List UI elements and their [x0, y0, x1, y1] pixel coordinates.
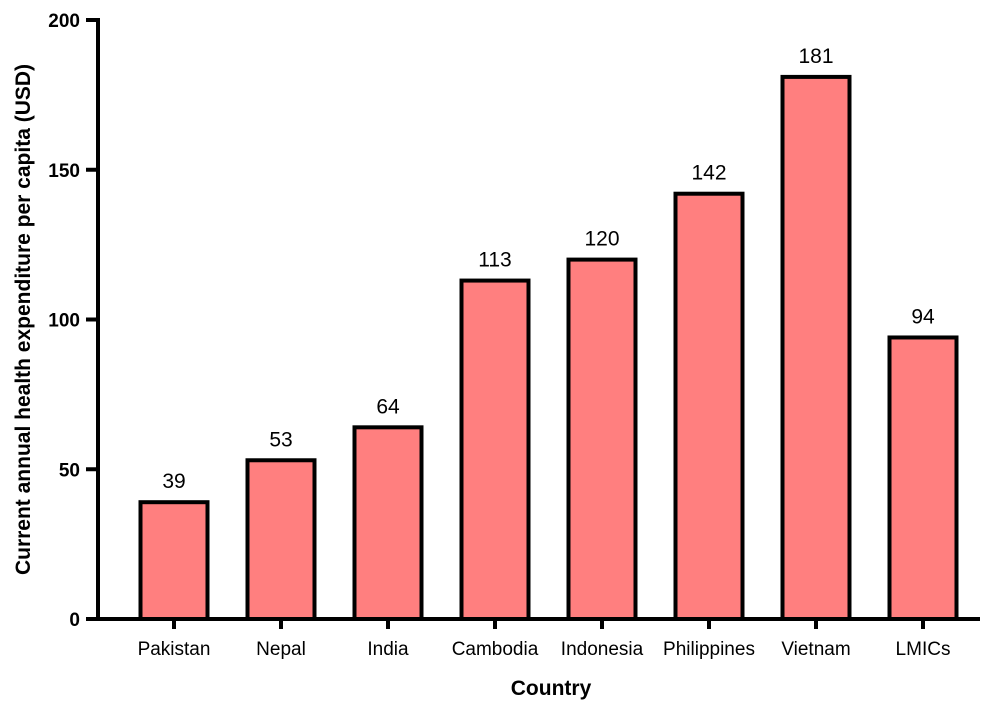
data-label-pakistan: 39: [162, 470, 185, 493]
data-label-cambodia: 113: [478, 249, 511, 272]
bar-lmics: [887, 335, 959, 621]
bar-nepal: [245, 458, 317, 622]
x-tick-label-pakistan: Pakistan: [138, 639, 211, 660]
x-axis-ticks: Pakistan Nepal India Cambodia Indonesia Phili…: [138, 619, 951, 660]
data-label-india: 64: [376, 395, 400, 418]
bar-indonesia: [566, 257, 638, 621]
x-tick-label-indonesia: Indonesia: [561, 639, 644, 660]
data-label-nepal: 53: [269, 428, 292, 451]
x-tick-label-philippines: Philippines: [663, 639, 755, 660]
y-tick-label: 200: [48, 11, 80, 32]
y-axis-ticks: 0 50 100 150 200: [48, 11, 98, 631]
x-tick-label-vietnam: Vietnam: [781, 639, 850, 660]
bars: [138, 74, 959, 622]
x-tick-label-nepal: Nepal: [256, 639, 306, 660]
data-label-indonesia: 120: [584, 228, 619, 251]
y-tick-label: 100: [48, 311, 80, 332]
bar-vietnam: [780, 74, 852, 621]
y-tick-label: 50: [59, 460, 80, 481]
x-axis-title: Country: [511, 677, 592, 700]
bar-india: [352, 425, 424, 621]
y-tick-label: 150: [48, 161, 80, 182]
data-label-philippines: 142: [691, 162, 726, 185]
data-label-lmics: 94: [911, 305, 935, 328]
data-label-vietnam: 181: [798, 45, 833, 68]
y-tick-label: 0: [69, 610, 80, 631]
x-tick-label-cambodia: Cambodia: [452, 639, 539, 660]
bar-cambodia: [459, 278, 531, 621]
bar-pakistan: [138, 500, 210, 622]
y-axis-title: Current annual health expenditure per ca…: [12, 64, 35, 575]
data-labels: 39 53 64 113 120 142 181 94: [162, 45, 935, 493]
x-tick-label-india: India: [367, 639, 409, 660]
x-tick-label-lmics: LMICs: [896, 639, 951, 660]
bar-philippines: [673, 191, 745, 622]
